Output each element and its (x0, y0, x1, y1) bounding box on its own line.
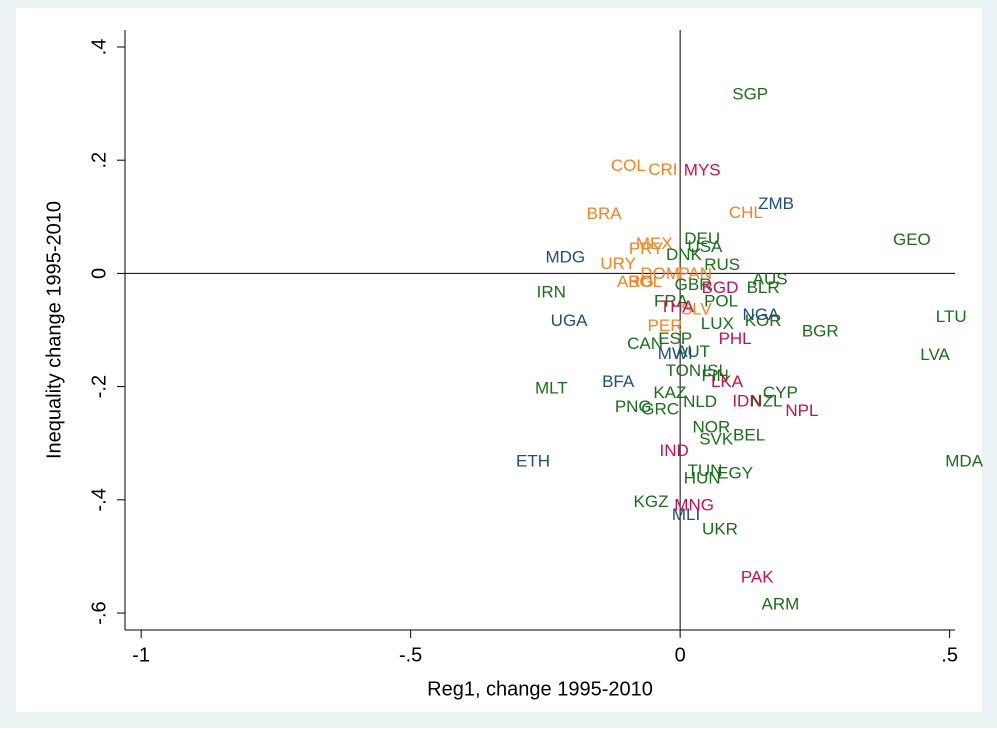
point-label: BRA (587, 204, 623, 223)
point-label: GEO (893, 230, 931, 249)
point-label: MWI (658, 344, 693, 363)
point-label: BOL (628, 272, 662, 291)
point-label: LUX (701, 314, 734, 333)
y-tick-label: .2 (88, 152, 110, 169)
point-label: THA (660, 297, 695, 316)
point-label: RUS (704, 255, 740, 274)
point-label: PAN (678, 264, 712, 283)
point-label: NZL (750, 391, 782, 410)
point-label: LKA (711, 372, 744, 391)
point-label: PRY (629, 239, 664, 258)
point-label: SGP (732, 85, 768, 104)
point-label: NGA (743, 305, 781, 324)
y-tick-label: .4 (88, 39, 110, 56)
point-label: IDN (732, 391, 761, 410)
x-tick-label: -.5 (399, 644, 422, 666)
point-label: ARM (761, 595, 799, 614)
point-label: DOM (640, 264, 680, 283)
point-label: MLI (672, 505, 700, 524)
point-label: MLT (535, 378, 568, 397)
x-axis-title: Reg1, change 1995-2010 (427, 678, 653, 700)
y-axis-title: Inequality change 1995-2010 (43, 201, 65, 459)
point-label: GBR (675, 275, 712, 294)
point-label: COL (611, 156, 646, 175)
point-label: NPL (785, 401, 818, 420)
y-tick-label: 0 (88, 268, 110, 279)
point-label: DNK (666, 245, 703, 264)
point-label: IND (660, 441, 689, 460)
point-label: KAZ (653, 383, 686, 402)
point-label: ETH (516, 451, 550, 470)
point-label: URY (600, 254, 636, 273)
point-label: MDG (545, 248, 585, 267)
point-label: ISL (702, 361, 728, 380)
point-label: TON (666, 361, 702, 380)
point-label: LVA (920, 345, 950, 364)
y-tick-label: -.2 (88, 375, 110, 398)
point-label: HUN (684, 468, 721, 487)
point-label: CAN (627, 334, 663, 353)
point-label: CYP (763, 383, 798, 402)
y-tick-label: -.4 (88, 488, 110, 511)
point-label: UKR (702, 519, 738, 538)
point-label: MNG (674, 496, 714, 515)
point-label: MEX (636, 234, 673, 253)
x-tick-label: -1 (132, 644, 150, 666)
point-label: MDA (945, 451, 983, 470)
point-label: PAK (741, 567, 774, 586)
point-label: ARG (617, 272, 654, 291)
point-label: GRC (641, 399, 679, 418)
point-label: AUT (676, 342, 710, 361)
point-label: PER (648, 316, 683, 335)
point-label: UGA (551, 311, 589, 330)
point-label: MYS (684, 160, 721, 179)
point-label: KGZ (634, 492, 669, 511)
x-tick-label: .5 (941, 644, 958, 666)
point-label: PNG (615, 397, 652, 416)
point-label: BFA (602, 372, 635, 391)
point-label: BEL (733, 425, 765, 444)
point-label: CHL (729, 203, 763, 222)
point-label: FRA (654, 292, 689, 311)
point-label: TUN (687, 461, 722, 480)
point-label: FIN (701, 366, 728, 385)
point-label: EGY (717, 463, 753, 482)
x-tick-label: 0 (675, 644, 686, 666)
point-label: POL (704, 292, 738, 311)
point-label: SLV (681, 300, 713, 319)
point-label: BLR (747, 278, 780, 297)
point-label: IRN (537, 283, 566, 302)
point-label: BGD (702, 278, 739, 297)
point-label: ZMB (758, 194, 794, 213)
point-label: AUS (753, 270, 788, 289)
point-label: ESP (658, 329, 692, 348)
y-tick-label: -.6 (88, 601, 110, 624)
point-label: NOR (692, 417, 730, 436)
point-label: PHL (719, 329, 752, 348)
point-label: DEU (684, 229, 720, 248)
point-label: BGR (802, 322, 839, 341)
point-label: SVK (699, 429, 734, 448)
point-label: KOR (745, 311, 782, 330)
point-label: LTU (936, 307, 967, 326)
point-label: CRI (648, 160, 677, 179)
point-label: USA (687, 237, 723, 256)
plot-background (16, 8, 982, 712)
point-label: NLD (683, 392, 717, 411)
